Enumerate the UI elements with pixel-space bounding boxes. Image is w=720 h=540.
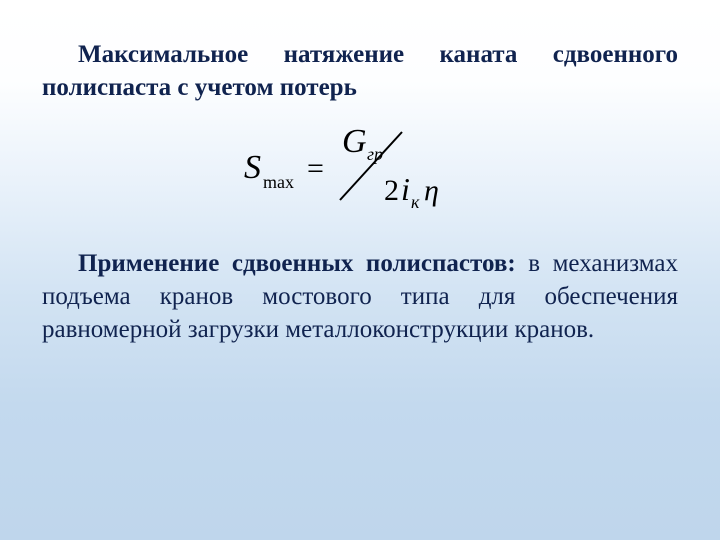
formula-lhs-symbol: S [244, 149, 261, 186]
application-bold-lead: Применение сдвоенных полиспастов: [78, 250, 516, 277]
formula-eta: η [424, 174, 439, 207]
formula-numerator-symbol: G [342, 123, 367, 160]
formula-equals: = [307, 152, 324, 185]
formula-lhs-subscript: max [263, 172, 294, 192]
formula-denominator-subscript: к [411, 192, 420, 212]
formula-container: S max = G гр 2 i к η [42, 122, 678, 217]
application-paragraph: Применение сдвоенных полиспастов: в меха… [42, 247, 678, 346]
formula-denominator-symbol: i [401, 171, 410, 207]
slide: Максимальное натяжение каната сдвоенного… [0, 0, 720, 540]
formula-denominator-coeff: 2 [384, 174, 399, 207]
intro-paragraph: Максимальное натяжение каната сдвоенного… [42, 38, 678, 104]
intro-bold-text: Максимальное натяжение каната сдвоенного… [42, 41, 678, 101]
formula-svg: S max = G гр 2 i к η [244, 122, 476, 212]
